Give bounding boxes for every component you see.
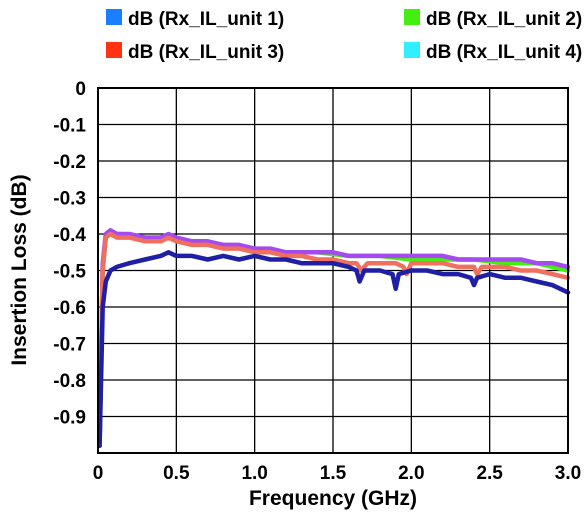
x-tick-labels: 0 0.5 1.0 1.5 2.0 2.5 3.0 — [93, 463, 582, 484]
x-axis-label: Frequency (GHz) — [249, 487, 417, 510]
legend-swatch-unit-1 — [106, 9, 122, 25]
x-tick-label: 2.5 — [476, 463, 503, 484]
y-tick-label: -0.7 — [53, 335, 86, 356]
series-line-unit-3 — [97, 231, 571, 448]
x-tick-label: 1.5 — [320, 463, 347, 484]
legend-label-unit-2: dB (Rx_IL_unit 2) — [426, 9, 582, 30]
legend-label-unit-3: dB (Rx_IL_unit 3) — [128, 42, 284, 63]
x-tick-label: 0 — [93, 463, 104, 484]
x-tick-label: 1.0 — [241, 463, 267, 484]
plot-frame — [97, 87, 569, 454]
y-tick-label: -0.5 — [53, 262, 86, 283]
legend-item-unit-3[interactable]: dB (Rx_IL_unit 3) — [106, 42, 284, 63]
y-tick-label: -0.6 — [53, 298, 86, 319]
series-layer — [97, 228, 571, 448]
x-tick-label: 2.0 — [398, 463, 424, 484]
y-axis-label: Insertion Loss (dB) — [8, 174, 31, 365]
legend-swatch-unit-2 — [404, 9, 420, 25]
series-line-unit-4 — [97, 228, 571, 448]
y-tick-label: -0.9 — [53, 408, 86, 429]
legend-item-unit-2[interactable]: dB (Rx_IL_unit 2) — [404, 9, 582, 30]
x-tick-label: 0.5 — [163, 463, 190, 484]
x-tick-label: 3.0 — [555, 463, 581, 484]
y-tick-label: -0.3 — [53, 189, 86, 210]
legend-item-unit-1[interactable]: dB (Rx_IL_unit 1) — [106, 9, 284, 30]
y-tick-label: -0.2 — [53, 152, 86, 173]
grid — [98, 88, 568, 453]
y-tick-labels: 0 -0.1 -0.2 -0.3 -0.4 -0.5 -0.6 -0.7 -0.8 -0.9 — [53, 79, 86, 429]
legend-label-unit-1: dB (Rx_IL_unit 1) — [128, 9, 284, 30]
series-line-unit-1 — [97, 250, 571, 448]
legend-label-unit-4: dB (Rx_IL_unit 4) — [426, 42, 582, 63]
legend-swatch-unit-4 — [404, 42, 420, 58]
y-tick-label: -0.8 — [53, 371, 86, 392]
legend-item-unit-4[interactable]: dB (Rx_IL_unit 4) — [404, 42, 582, 63]
legend-swatch-unit-3 — [106, 42, 122, 58]
legend: dB (Rx_IL_unit 1) dB (Rx_IL_unit 2) dB (… — [106, 9, 582, 63]
y-tick-label: -0.4 — [53, 225, 86, 246]
y-tick-label: 0 — [75, 79, 86, 100]
y-tick-label: -0.1 — [53, 116, 86, 137]
